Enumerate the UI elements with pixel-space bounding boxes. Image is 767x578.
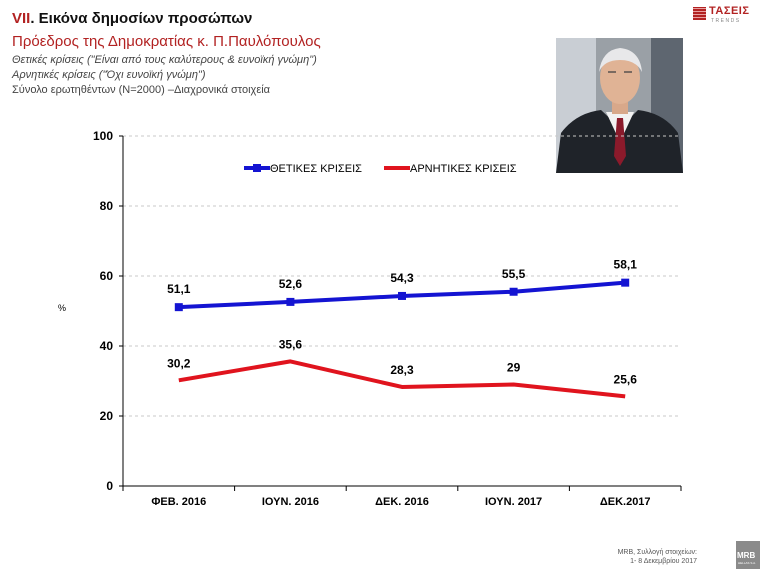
sample-note: Σύνολο ερωτηθέντων (Ν=2000) –Διαχρονικά … xyxy=(12,84,271,96)
positive-definition: Θετικές κρίσεις ("Είναι από τους καλύτερ… xyxy=(12,54,317,66)
y-tick-label: 100 xyxy=(93,129,113,143)
footer-line-2: 1- 8 Δεκεμβρίου 2017 xyxy=(630,558,697,565)
negative-definition: Αρνητικές κρίσεις ("Όχι ευνοϊκή γνώμη") xyxy=(12,69,206,81)
y-tick-label: 40 xyxy=(100,339,114,353)
footer-line-1: MRB, Συλλογή στοιχείων: xyxy=(617,549,697,556)
legend-label: ΑΡΝΗΤΙΚΕΣ ΚΡΙΣΕΙΣ xyxy=(410,163,517,175)
y-tick-label: 20 xyxy=(100,409,114,423)
y-tick-label: 0 xyxy=(106,479,113,493)
footer-source: MRB, Συλλογή στοιχείων: 1- 8 Δεκεμβρίου … xyxy=(618,548,697,566)
data-label: 54,3 xyxy=(390,271,414,285)
logo-name: ΤΑΣΕΙΣ xyxy=(709,5,750,17)
data-label: 35,6 xyxy=(279,337,303,351)
page-subtitle: Πρόεδρος της Δημοκρατίας κ. Π.Παυλόπουλο… xyxy=(12,33,321,50)
x-tick-label: ΙΟΥΝ. 2017 xyxy=(485,496,542,508)
taseis-logo: ΤΑΣΕΙΣ TRENDS xyxy=(693,5,753,26)
data-label: 51,1 xyxy=(167,282,191,296)
section-title: . Εικόνα δημοσίων προσώπων xyxy=(30,10,253,27)
data-point xyxy=(398,291,406,300)
x-tick-label: ΔΕΚ.2017 xyxy=(600,496,651,508)
data-label: 55,5 xyxy=(502,267,526,281)
data-point xyxy=(509,287,518,296)
data-label: 30,2 xyxy=(167,356,191,370)
x-tick-label: ΙΟΥΝ. 2016 xyxy=(262,496,319,508)
data-point xyxy=(174,303,183,312)
legend-marker xyxy=(253,164,261,172)
mrb-logo: MRB HELLAS S.A. xyxy=(736,541,760,569)
logo-mark-icon xyxy=(693,7,706,20)
data-point xyxy=(286,297,295,306)
section-number: VII xyxy=(12,10,31,27)
series-line xyxy=(178,359,626,399)
data-point xyxy=(621,278,630,287)
page-title: VII. Εικόνα δημοσίων προσώπων xyxy=(12,10,252,27)
data-label: 52,6 xyxy=(279,277,303,291)
data-label: 25,6 xyxy=(614,372,638,386)
mrb-logo-tag: HELLAS S.A. xyxy=(738,561,757,565)
legend-label: ΘΕΤΙΚΕΣ ΚΡΙΣΕΙΣ xyxy=(270,163,362,175)
logo-tag: TRENDS xyxy=(711,18,741,24)
data-label: 28,3 xyxy=(390,363,414,377)
x-tick-label: ΦΕΒ. 2016 xyxy=(151,496,206,508)
y-tick-label: 60 xyxy=(100,269,114,283)
data-label: 29 xyxy=(507,361,521,375)
mrb-logo-name: MRB xyxy=(737,551,756,560)
data-label: 58,1 xyxy=(614,258,638,272)
y-tick-label: 80 xyxy=(100,199,114,213)
x-tick-label: ΔΕΚ. 2016 xyxy=(375,496,429,508)
y-axis-label: % xyxy=(58,303,66,313)
president-photo xyxy=(556,38,683,173)
